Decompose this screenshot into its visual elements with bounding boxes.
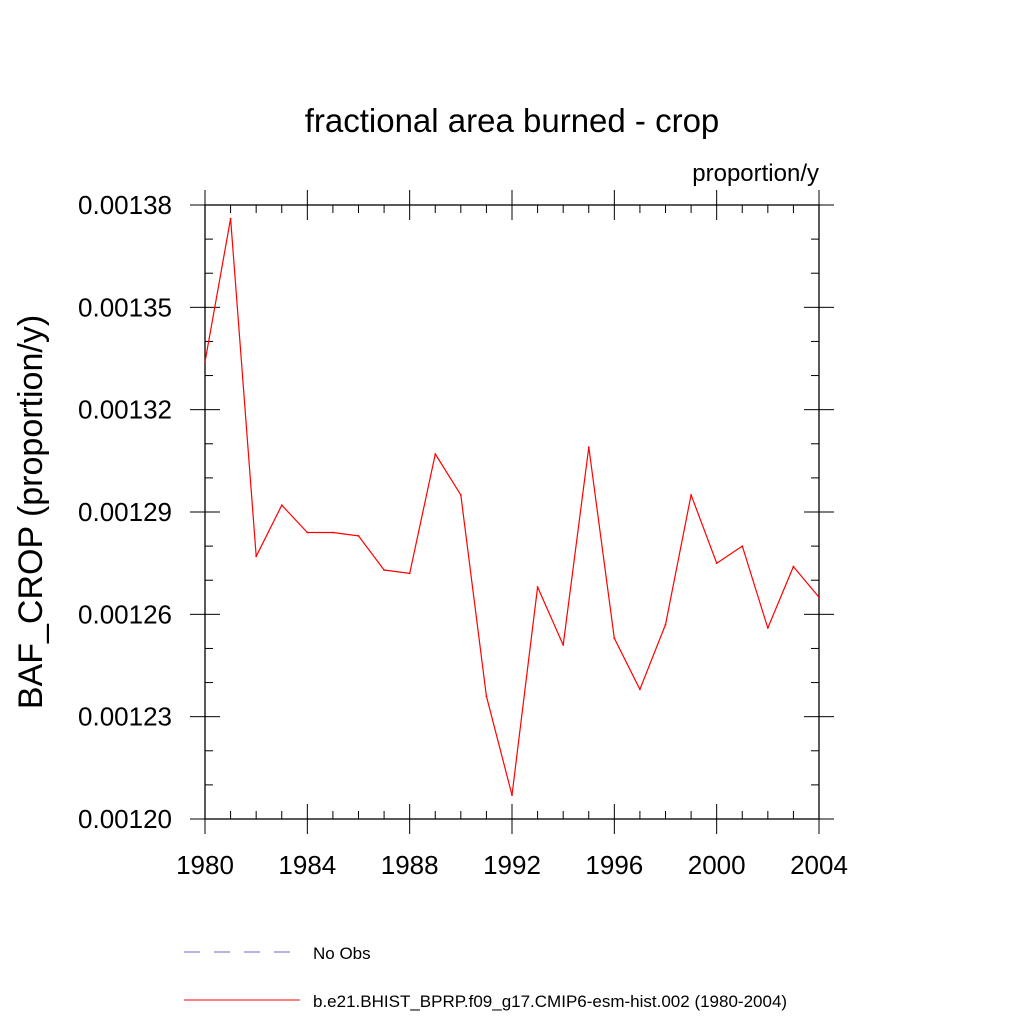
y-axis-label: BAF_CROP (proportion/y) [12, 315, 50, 709]
legend-label-model: b.e21.BHIST_BPRP.f09_g17.CMIP6-esm-hist.… [313, 992, 787, 1011]
y-tick-label: 0.00135 [78, 292, 172, 322]
x-tick-label: 2004 [790, 850, 848, 880]
units-label: proportion/y [692, 160, 819, 187]
data-point [511, 794, 513, 797]
data-point [434, 453, 437, 455]
legend-label-no-obs: No Obs [313, 944, 371, 963]
data-point [690, 494, 692, 496]
y-tick-label: 0.00129 [78, 497, 172, 527]
x-tick-label: 1992 [483, 850, 541, 880]
data-point [332, 531, 334, 534]
chart-title: fractional area burned - crop [305, 102, 720, 139]
x-tick-label: 2000 [688, 850, 746, 880]
data-point [664, 623, 667, 626]
y-tick-label: 0.00132 [78, 395, 172, 425]
data-point [792, 565, 795, 568]
data-point [229, 217, 232, 220]
y-tick-label: 0.00126 [78, 599, 172, 629]
x-tick-label: 1988 [381, 850, 439, 880]
data-point [587, 446, 590, 449]
data-point [485, 695, 488, 698]
x-tick-label: 1980 [176, 850, 234, 880]
data-point [204, 361, 206, 363]
data-point [766, 627, 769, 629]
data-point [613, 637, 616, 640]
y-tick-label: 0.00120 [78, 804, 172, 834]
data-point [255, 555, 258, 558]
series-layer [204, 217, 820, 797]
y-tick-label: 0.00138 [78, 190, 172, 220]
data-point [741, 545, 744, 548]
data-point [280, 504, 283, 507]
data-point [639, 688, 641, 691]
plot-frame [204, 204, 820, 820]
data-point [818, 596, 820, 599]
x-tick-label: 1996 [585, 850, 643, 880]
data-point [562, 644, 565, 646]
data-point [383, 569, 385, 571]
x-axis: 1980 1984 1988 1992 1996 2000 2004 [176, 190, 848, 880]
series-line [204, 218, 820, 796]
y-tick-label: 0.00123 [78, 702, 172, 732]
data-point [306, 531, 309, 534]
data-point [536, 586, 539, 588]
data-point [715, 562, 718, 565]
data-point [357, 534, 360, 537]
data-point [408, 572, 411, 575]
data-point [459, 494, 462, 496]
x-tick-label: 1984 [278, 850, 336, 880]
y-axis: 0.00120 0.00123 0.00126 0.00129 0.00132 0.001… [78, 190, 834, 834]
legend: No Obs b.e21.BHIST_BPRP.f09_g17.CMIP6-es… [184, 944, 787, 1011]
